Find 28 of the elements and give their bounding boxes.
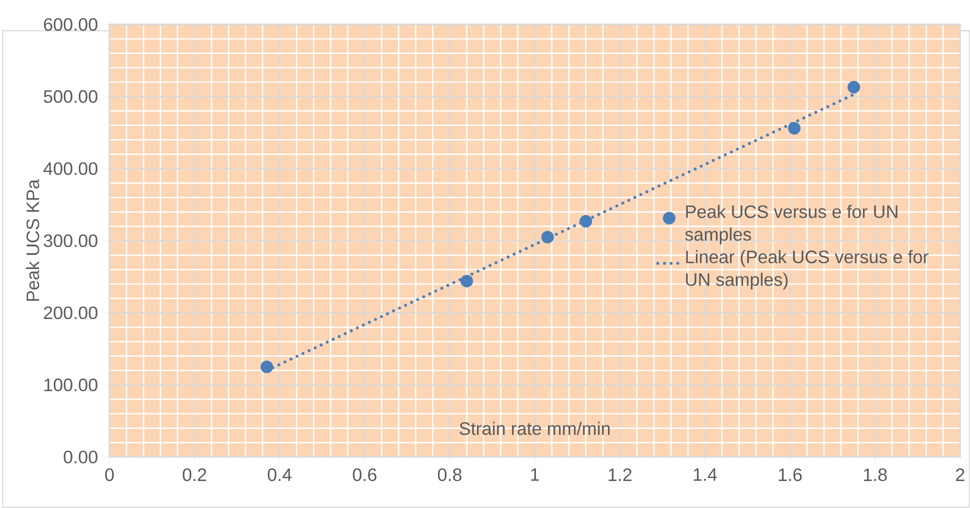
point bbox=[580, 215, 592, 228]
x-tick-label: 0.2 bbox=[182, 468, 206, 482]
y-tick-label: 100.00 bbox=[44, 378, 98, 392]
x-tick-label: 0.4 bbox=[268, 468, 292, 482]
x-tick-label: 1.8 bbox=[864, 468, 887, 482]
x-tick-label: 1.4 bbox=[694, 468, 717, 481]
x-tick-label: 0.8 bbox=[438, 468, 462, 482]
legend-label: Peak UCS versus e for UN samples bbox=[685, 204, 898, 244]
x-tick-label: 0 bbox=[105, 468, 114, 482]
x-axis-title: Strain rate mm/min bbox=[460, 422, 610, 435]
x-tick-label: 1.6 bbox=[778, 468, 802, 482]
point bbox=[788, 122, 801, 135]
y-tick-label: 300.00 bbox=[44, 234, 98, 248]
x-tick-label: 0.6 bbox=[352, 468, 376, 482]
y-axis-title: Peak UCS KPa bbox=[26, 179, 40, 301]
point bbox=[260, 360, 274, 374]
x-tick-label: 1.2 bbox=[608, 468, 632, 481]
y-tick-label: 600.00 bbox=[44, 18, 98, 31]
x-tick-label: 2 bbox=[956, 468, 964, 481]
y-tick-label: 400.00 bbox=[43, 162, 98, 176]
y-tick-label: 200.00 bbox=[44, 306, 98, 320]
x-tick-label: 1 bbox=[531, 468, 539, 481]
point bbox=[460, 274, 474, 288]
point bbox=[541, 230, 554, 244]
y-tick-label: 500.00 bbox=[44, 90, 98, 103]
legend-label: Linear (Peak UCS versus e for UN samples) bbox=[686, 250, 928, 290]
y-tick-label: 0.00 bbox=[64, 450, 98, 464]
point bbox=[848, 80, 860, 94]
